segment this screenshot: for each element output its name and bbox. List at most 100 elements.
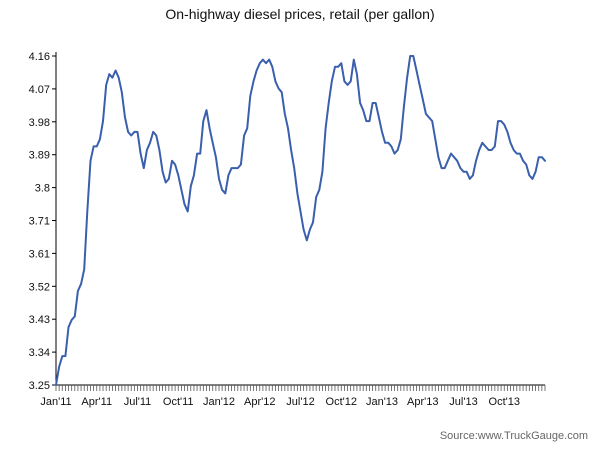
data-point	[102, 120, 104, 122]
data-point	[240, 164, 242, 166]
data-point	[184, 203, 186, 205]
data-point	[265, 62, 267, 64]
data-point	[83, 268, 85, 270]
data-point	[409, 55, 411, 57]
series-group	[55, 55, 546, 386]
x-tick-label: Jul'11	[124, 396, 152, 408]
data-point	[152, 131, 154, 133]
data-point	[406, 77, 408, 79]
data-point	[96, 145, 98, 147]
data-point	[140, 153, 142, 155]
data-point	[538, 156, 540, 158]
data-point	[253, 80, 255, 82]
x-tick-label: Jan'11	[40, 396, 71, 408]
data-point	[503, 124, 505, 126]
data-point	[397, 149, 399, 151]
data-point	[481, 142, 483, 144]
data-point	[227, 174, 229, 176]
data-point	[105, 84, 107, 86]
data-point	[127, 131, 129, 133]
y-tick-label: 3.61	[29, 248, 50, 260]
data-point	[331, 80, 333, 82]
data-point	[425, 113, 427, 115]
data-point	[315, 196, 317, 198]
data-point	[108, 73, 110, 75]
data-point	[90, 160, 92, 162]
data-point	[522, 160, 524, 162]
x-tick-label: Apr'11	[81, 396, 112, 408]
data-point	[124, 117, 126, 119]
data-point	[224, 192, 226, 194]
data-point	[115, 70, 117, 72]
y-tick-label: 4.16	[29, 51, 50, 63]
data-point	[64, 355, 66, 357]
data-point	[111, 77, 113, 79]
data-point	[434, 138, 436, 140]
data-point	[177, 174, 179, 176]
data-point	[300, 211, 302, 213]
y-tick-label: 3.43	[29, 314, 50, 326]
data-point	[202, 120, 204, 122]
data-point	[130, 135, 132, 137]
data-point	[516, 153, 518, 155]
data-point	[74, 315, 76, 317]
data-point	[506, 131, 508, 133]
data-point	[390, 145, 392, 147]
data-point	[343, 80, 345, 82]
data-point	[243, 135, 245, 137]
data-point	[472, 174, 474, 176]
data-point	[463, 171, 465, 173]
x-tick-label: Jul'13	[449, 396, 477, 408]
y-tick-label: 4.07	[29, 84, 50, 96]
data-point	[180, 189, 182, 191]
data-point	[306, 239, 308, 241]
data-point	[268, 59, 270, 61]
data-point	[206, 109, 208, 111]
data-point	[394, 153, 396, 155]
data-point	[528, 174, 530, 176]
data-point	[171, 160, 173, 162]
data-point	[281, 91, 283, 93]
data-point	[93, 145, 95, 147]
data-point	[237, 167, 239, 169]
data-point	[312, 221, 314, 223]
data-point	[419, 84, 421, 86]
source-note: Source:www.TruckGauge.com	[439, 430, 588, 442]
data-point	[412, 55, 414, 57]
data-point	[453, 156, 455, 158]
data-point	[535, 171, 537, 173]
data-point	[259, 62, 261, 64]
data-point	[284, 113, 286, 115]
data-point	[541, 156, 543, 158]
data-point	[359, 102, 361, 104]
data-point	[149, 142, 151, 144]
data-point	[469, 178, 471, 180]
data-point	[459, 167, 461, 169]
data-point	[118, 77, 120, 79]
data-point	[510, 142, 512, 144]
data-point	[231, 167, 233, 169]
data-point	[196, 153, 198, 155]
data-point	[165, 182, 167, 184]
x-tick-label: Apr'12	[244, 396, 275, 408]
data-point	[290, 149, 292, 151]
data-point	[428, 117, 430, 119]
x-tick-label: Jan'13	[366, 396, 398, 408]
data-point	[212, 142, 214, 144]
data-point	[296, 192, 298, 194]
y-tick-label: 3.71	[29, 216, 50, 228]
data-point	[287, 127, 289, 129]
data-point	[478, 149, 480, 151]
x-tick-label: Oct'12	[326, 396, 357, 408]
data-point	[384, 142, 386, 144]
data-point	[353, 59, 355, 61]
data-point	[190, 185, 192, 187]
data-point	[209, 127, 211, 129]
data-point	[303, 229, 305, 231]
x-tick-label: Jul'12	[286, 396, 314, 408]
x-tick-label: Oct'11	[163, 396, 194, 408]
data-point	[86, 211, 88, 213]
data-point	[262, 59, 264, 61]
data-point	[256, 70, 258, 72]
data-point	[431, 120, 433, 122]
